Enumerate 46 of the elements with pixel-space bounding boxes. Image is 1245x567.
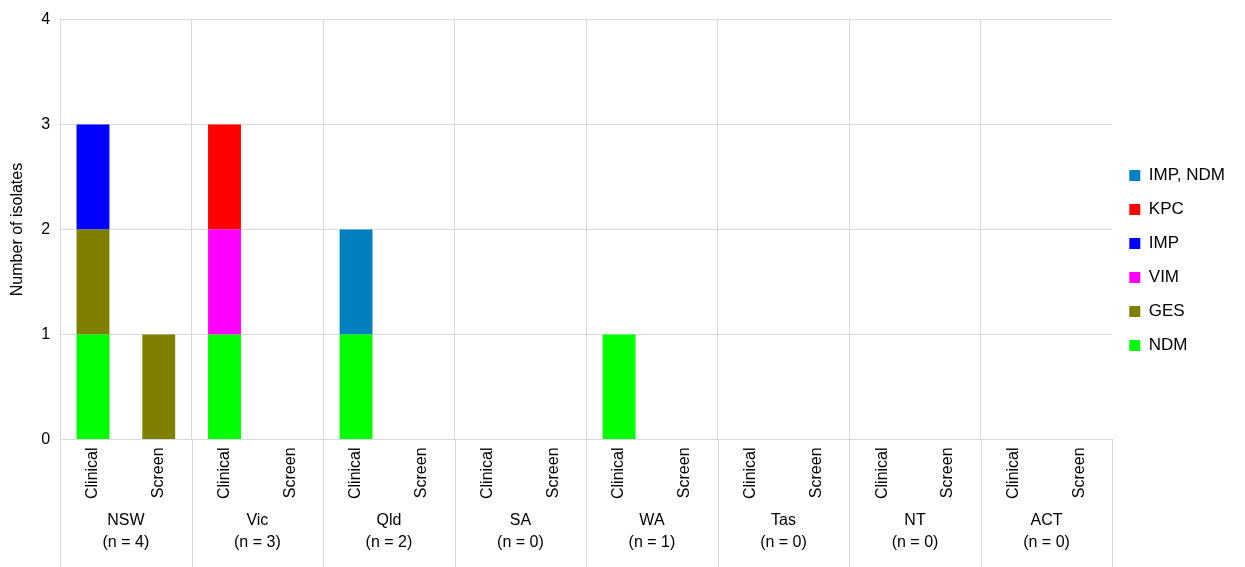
x-tick-label: Screen	[543, 447, 561, 499]
legend-label: IMP	[1148, 233, 1180, 253]
legend-label: GES	[1148, 301, 1185, 321]
x-tick-label: Screen	[1069, 447, 1087, 499]
bar	[208, 334, 241, 439]
bar	[339, 229, 373, 335]
y-tick-label: 0	[41, 429, 51, 447]
text: ACT (n = 0)	[1023, 511, 1070, 551]
bar	[142, 334, 176, 439]
x-tick-label: Screen	[938, 447, 956, 499]
text: NT (n = 0)	[891, 511, 939, 551]
legend-label: KPC	[1148, 199, 1184, 219]
legend-label: NDM	[1148, 335, 1188, 355]
y-axis-title: Number of isolates	[8, 162, 26, 297]
x-tick-label: Clinical	[477, 447, 495, 500]
bar	[208, 124, 241, 230]
text: NSW (n = 4)	[102, 511, 150, 551]
x-tick-label: Screen	[675, 447, 693, 499]
y-tick-label: 2	[41, 219, 51, 237]
x-tick-label: Clinical	[346, 447, 364, 500]
text: Tas (n = 0)	[760, 511, 807, 551]
text: Vic (n = 3)	[234, 511, 281, 551]
x-tick-label: Screen	[412, 447, 430, 499]
y-tick-label: 1	[41, 324, 51, 342]
y-tick-label: 3	[41, 114, 51, 132]
y-tick-label: 4	[41, 10, 51, 28]
legend-label: IMP, NDM	[1148, 165, 1226, 185]
bar	[208, 229, 241, 335]
x-tick-label: Screen	[806, 447, 824, 499]
x-tick-label: Clinical	[1004, 447, 1022, 500]
x-tick-label: Screen	[280, 447, 298, 499]
x-tick-label: Clinical	[214, 447, 232, 500]
bar	[76, 334, 110, 439]
x-tick-label: Clinical	[83, 447, 101, 500]
bar	[76, 124, 110, 230]
x-tick-label: Screen	[149, 447, 167, 499]
text: SA (n = 0)	[497, 511, 544, 551]
bar	[339, 334, 373, 439]
x-tick-label: Clinical	[872, 447, 890, 500]
x-tick-label: Clinical	[609, 447, 627, 500]
text: Qld (n = 2)	[365, 511, 413, 551]
x-tick-label: Clinical	[741, 447, 759, 500]
legend-label: VIM	[1148, 267, 1180, 287]
bar	[602, 334, 636, 439]
text: WA (n = 1)	[628, 511, 676, 551]
bar	[76, 229, 110, 335]
